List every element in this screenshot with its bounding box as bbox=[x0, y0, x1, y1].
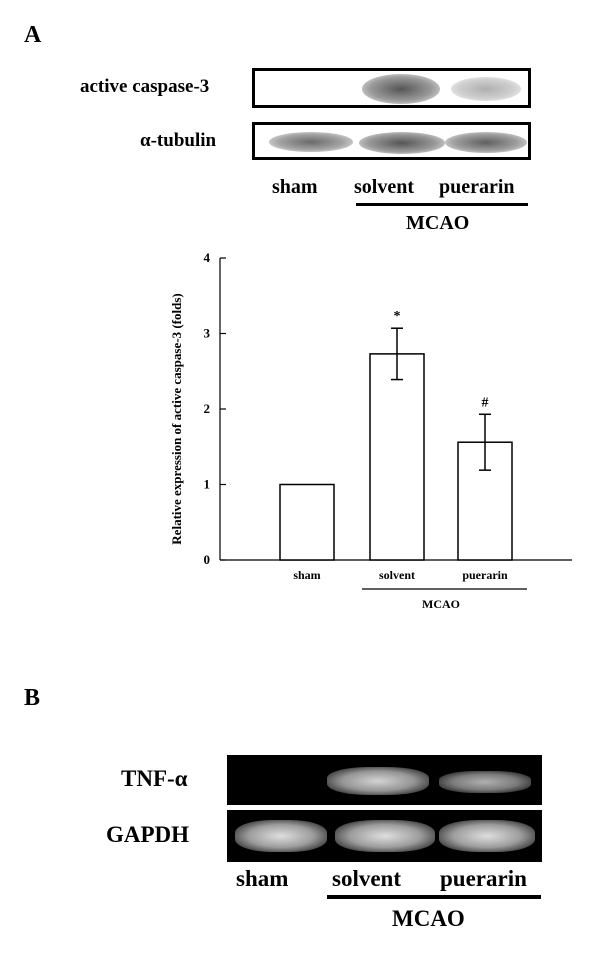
gel-lane-solvent: solvent bbox=[332, 866, 401, 891]
category-label: solvent bbox=[379, 568, 415, 582]
category-label: puerarin bbox=[462, 568, 508, 582]
blot-row-caspase bbox=[252, 68, 531, 108]
gel-band-tnf-sham bbox=[239, 767, 329, 793]
y-tick-label: 2 bbox=[204, 401, 211, 416]
gel-label-tnf: TNF-α bbox=[121, 766, 188, 791]
bar-chart: 0 1 2 3 4 Relative expression of active caspa… bbox=[169, 250, 572, 611]
gel-row-tnf bbox=[227, 755, 542, 805]
gel-band-gapdh-puerarin bbox=[439, 820, 535, 852]
band-tubulin-solvent bbox=[359, 132, 445, 154]
y-tick-label: 3 bbox=[204, 326, 211, 341]
blot-lane-sham: sham bbox=[272, 176, 318, 198]
category-label: sham bbox=[293, 568, 320, 582]
blot-row-tubulin bbox=[252, 122, 531, 160]
y-axis-label: Relative expression of active caspase-3 … bbox=[169, 293, 184, 544]
y-tick-label: 1 bbox=[204, 477, 211, 492]
bar bbox=[369, 353, 425, 561]
gel-label-gapdh: GAPDH bbox=[106, 822, 190, 847]
panel-a-letter: A bbox=[24, 22, 42, 48]
blot-label-tubulin: α-tubulin bbox=[140, 130, 217, 151]
band-tubulin-puerarin bbox=[445, 132, 527, 153]
y-tick-label: 4 bbox=[204, 250, 211, 265]
band-caspase-puerarin bbox=[451, 77, 521, 101]
significance-label: # bbox=[482, 395, 489, 410]
gel-band-gapdh-solvent bbox=[335, 820, 435, 852]
panel-b-letter: B bbox=[24, 685, 41, 711]
y-tick-label: 0 bbox=[204, 552, 211, 567]
band-caspase-solvent bbox=[362, 74, 440, 104]
gel-row-gapdh bbox=[227, 810, 542, 862]
gel-group-label: MCAO bbox=[392, 906, 465, 931]
blot-lane-puerarin: puerarin bbox=[439, 176, 515, 198]
blot-lane-solvent: solvent bbox=[354, 176, 414, 198]
gel-band-gapdh-sham bbox=[235, 820, 327, 852]
blot-label-caspase: active caspase-3 bbox=[80, 76, 210, 97]
blot-group-label: MCAO bbox=[406, 212, 470, 234]
bar bbox=[279, 483, 335, 561]
gel-band-tnf-puerarin bbox=[439, 771, 531, 793]
chart-group-label: MCAO bbox=[422, 597, 460, 611]
band-caspase-sham bbox=[275, 78, 341, 100]
gel-group-line bbox=[327, 895, 541, 899]
blot-group-line bbox=[356, 203, 528, 206]
gel-lane-puerarin: puerarin bbox=[440, 866, 527, 891]
band-tubulin-sham bbox=[269, 132, 353, 152]
significance-label: * bbox=[394, 309, 401, 324]
gel-lane-sham: sham bbox=[236, 866, 289, 891]
gel-band-tnf-solvent bbox=[327, 767, 429, 795]
